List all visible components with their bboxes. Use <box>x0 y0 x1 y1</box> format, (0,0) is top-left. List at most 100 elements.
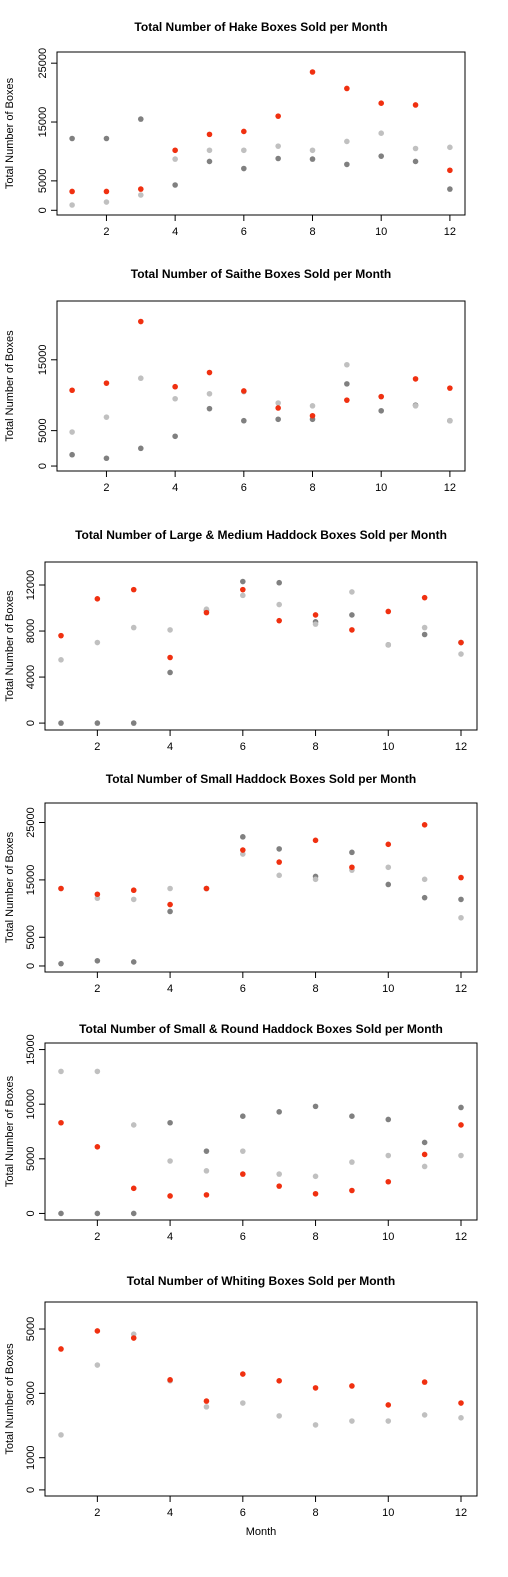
y-tick-label: 5000 <box>37 418 49 442</box>
data-point <box>458 1152 464 1159</box>
x-tick-label: 10 <box>375 482 387 494</box>
data-point <box>447 385 453 391</box>
data-point <box>309 412 316 419</box>
x-tick-label: 10 <box>382 1231 394 1243</box>
x-tick-label: 12 <box>455 741 467 753</box>
data-point <box>69 188 75 195</box>
data-point <box>312 876 319 883</box>
chart-panel: Total Number of Small & Round Haddock Bo… <box>4 1022 478 1243</box>
x-tick-label: 4 <box>172 226 178 238</box>
data-point <box>172 156 178 162</box>
x-tick-label: 8 <box>312 983 318 995</box>
data-point <box>344 361 350 368</box>
data-point <box>385 841 392 848</box>
data-point <box>130 1331 137 1337</box>
data-point <box>167 1119 173 1126</box>
data-point <box>349 1113 355 1120</box>
data-point <box>58 1210 64 1217</box>
x-tick-label: 10 <box>375 226 387 238</box>
y-tick-label: 0 <box>37 463 49 469</box>
data-point <box>275 155 281 162</box>
data-point <box>344 397 350 403</box>
data-point <box>312 1173 319 1180</box>
data-point <box>167 885 173 892</box>
x-tick-label: 2 <box>94 741 100 753</box>
data-point <box>276 872 282 879</box>
x-tick-label: 2 <box>103 482 109 494</box>
data-point <box>206 405 213 412</box>
data-point <box>203 1404 210 1410</box>
x-tick-label: 4 <box>167 741 173 753</box>
chart-panel: Total Number of Hake Boxes Sold per Mont… <box>4 20 466 238</box>
data-point <box>349 1383 355 1389</box>
data-point <box>344 138 350 145</box>
x-tick-label: 6 <box>240 741 246 753</box>
data-point <box>458 896 464 903</box>
x-tick-label: 6 <box>240 1231 246 1243</box>
data-point <box>349 849 355 856</box>
data-point <box>458 914 464 921</box>
data-point <box>458 651 464 657</box>
y-axis-label: Total Number of Boxes <box>4 1343 16 1455</box>
data-point <box>378 153 385 159</box>
y-tick-label: 5000 <box>37 169 49 193</box>
data-point <box>137 116 144 122</box>
data-point <box>240 834 246 840</box>
x-tick-label: 6 <box>241 226 247 238</box>
y-tick-label: 15000 <box>37 107 49 138</box>
data-point <box>312 621 319 627</box>
y-axis-label: Total Number of Boxes <box>4 831 16 943</box>
data-point <box>349 589 355 595</box>
data-point <box>241 388 247 394</box>
data-point <box>241 128 247 135</box>
data-point <box>206 147 213 154</box>
data-point <box>275 400 281 406</box>
chart-title: Total Number of Hake Boxes Sold per Mont… <box>134 20 387 34</box>
x-tick-label: 4 <box>167 1507 173 1519</box>
data-point <box>240 1171 246 1177</box>
y-axis-label: Total Number of Boxes <box>4 77 16 189</box>
data-point <box>58 1346 64 1352</box>
x-tick-label: 8 <box>312 741 318 753</box>
data-point <box>378 100 385 106</box>
y-tick-label: 0 <box>25 720 37 726</box>
x-tick-label: 6 <box>240 983 246 995</box>
y-tick-label: 5000 <box>25 925 37 949</box>
y-tick-label: 0 <box>25 963 37 969</box>
data-point <box>385 864 392 871</box>
data-point <box>94 895 101 902</box>
data-point <box>378 407 385 414</box>
data-point <box>421 624 428 631</box>
data-point <box>103 188 110 195</box>
data-point <box>241 165 247 172</box>
data-point <box>385 881 392 888</box>
x-tick-label: 2 <box>94 983 100 995</box>
data-point <box>275 143 281 149</box>
data-point <box>206 369 213 376</box>
data-point <box>458 874 464 881</box>
data-point <box>130 624 137 631</box>
data-point <box>349 627 355 633</box>
data-point <box>103 414 110 420</box>
data-point <box>421 1412 428 1418</box>
data-point <box>276 601 282 608</box>
data-point <box>349 1418 355 1424</box>
data-point <box>344 161 350 168</box>
data-point <box>58 720 64 726</box>
data-point <box>69 429 75 435</box>
data-point <box>312 837 319 844</box>
x-tick-label: 10 <box>382 983 394 995</box>
data-point <box>172 147 178 154</box>
y-tick-label: 1000 <box>25 1445 37 1469</box>
data-point <box>69 135 75 142</box>
data-point <box>378 393 385 400</box>
data-point <box>276 1171 282 1177</box>
chart-title: Total Number of Small & Round Haddock Bo… <box>79 1022 443 1036</box>
data-point <box>172 383 178 390</box>
data-point <box>240 1371 246 1377</box>
chart-title: Total Number of Saithe Boxes Sold per Mo… <box>131 267 391 281</box>
data-point <box>312 1422 319 1428</box>
data-point <box>137 186 144 192</box>
data-point <box>276 1183 282 1189</box>
data-point <box>349 1159 355 1165</box>
